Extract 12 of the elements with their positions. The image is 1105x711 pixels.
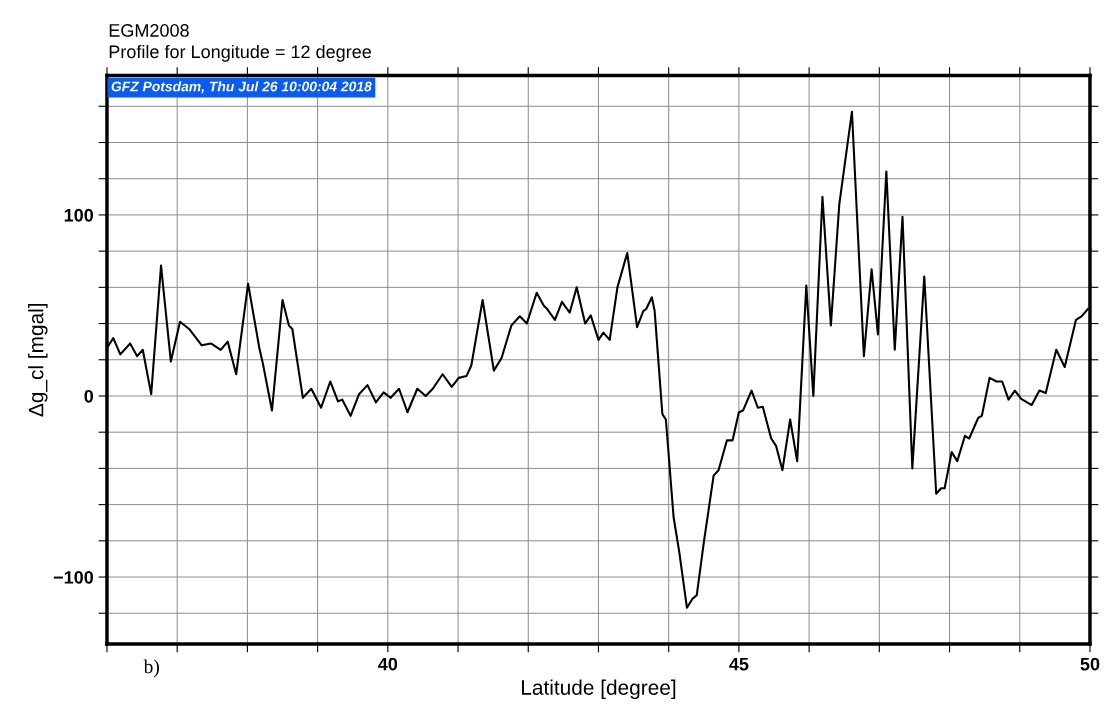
y-tick-label: 100 xyxy=(64,208,94,222)
y-tick-label: 0 xyxy=(84,389,94,403)
annotation: GFZ Potsdam, Thu Jul 26 10:00:04 2018 xyxy=(111,81,372,94)
x-tick-label: 50 xyxy=(1080,657,1100,671)
text: b) xyxy=(143,659,159,678)
y-axis-title: Δg_cl [mgal] xyxy=(28,303,48,417)
x-tick-label: 45 xyxy=(729,657,749,671)
chart-title: EGM2008 xyxy=(109,24,189,37)
chart-subtitle: Profile for Longitude = 12 degree xyxy=(109,44,371,62)
x-axis-title: Latitude [degree] xyxy=(522,679,676,700)
y-tick-label: −100 xyxy=(53,570,94,584)
x-tick-label: 40 xyxy=(378,657,398,671)
